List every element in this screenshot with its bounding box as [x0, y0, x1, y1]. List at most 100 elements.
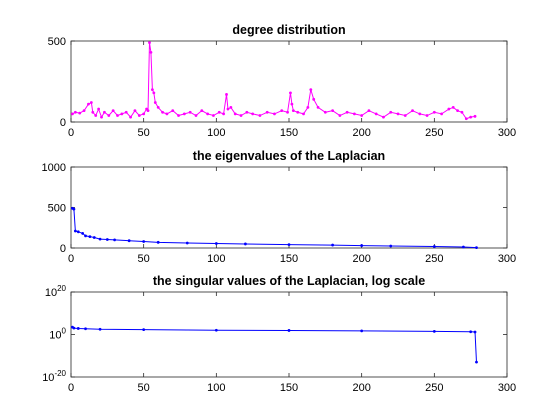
- x-tick-label: 150: [280, 127, 298, 139]
- data-point: [464, 117, 468, 121]
- data-point: [142, 240, 146, 243]
- data-point: [469, 115, 473, 119]
- data-point: [92, 236, 96, 239]
- data-point: [212, 114, 215, 117]
- y-tick-label: 500: [48, 36, 66, 48]
- data-point: [98, 327, 102, 331]
- data-point: [425, 114, 429, 117]
- y-tick-label: 100: [49, 327, 66, 342]
- data-point: [171, 109, 175, 113]
- data-point: [331, 109, 334, 113]
- data-point: [84, 234, 87, 238]
- data-point: [323, 110, 327, 114]
- data-point: [225, 93, 228, 96]
- x-tick-label: 0: [68, 127, 74, 139]
- data-point: [226, 107, 230, 111]
- data-point: [345, 110, 349, 114]
- data-point: [98, 237, 102, 241]
- x-tick-label: 300: [498, 253, 516, 265]
- data-point: [462, 245, 465, 249]
- x-tick-label: 100: [207, 382, 225, 394]
- data-point: [111, 109, 115, 113]
- data-point: [76, 327, 80, 330]
- x-tick-label: 50: [138, 253, 150, 265]
- data-point: [116, 114, 119, 117]
- data-point: [360, 114, 364, 117]
- data-point: [156, 240, 160, 244]
- data-point: [153, 101, 157, 104]
- data-point: [273, 112, 276, 116]
- x-tick-label: 50: [138, 382, 150, 394]
- data-point: [71, 112, 74, 116]
- data-point: [182, 112, 186, 116]
- data-point: [331, 243, 334, 247]
- data-point: [233, 112, 237, 116]
- data-point: [469, 330, 473, 334]
- data-point: [76, 230, 80, 234]
- data-point: [72, 207, 76, 211]
- x-tick-label: 0: [68, 253, 74, 265]
- data-point: [124, 110, 128, 114]
- data-point: [107, 114, 111, 117]
- data-line: [72, 326, 477, 363]
- data-point: [374, 112, 378, 116]
- data-point: [258, 114, 262, 117]
- data-point: [440, 112, 443, 116]
- data-point: [291, 109, 295, 113]
- x-tick-label: 100: [207, 253, 225, 265]
- data-point: [133, 109, 137, 113]
- x-tick-label: 250: [425, 127, 443, 139]
- data-point: [389, 244, 393, 248]
- data-point: [91, 110, 95, 114]
- data-point: [100, 115, 103, 119]
- data-line: [72, 42, 476, 120]
- data-point: [403, 114, 407, 117]
- x-tick-label: 100: [207, 127, 225, 139]
- data-point: [156, 106, 160, 109]
- data-point: [103, 110, 106, 114]
- chart-title: the eigenvalues of the Laplacian: [193, 149, 385, 163]
- data-point: [87, 102, 90, 106]
- data-point: [396, 112, 400, 116]
- x-tick-label: 200: [352, 253, 370, 265]
- x-tick-label: 150: [280, 253, 298, 265]
- data-point: [451, 106, 455, 109]
- data-point: [287, 329, 291, 332]
- x-tick-label: 300: [498, 127, 516, 139]
- data-point: [72, 326, 76, 330]
- data-point: [222, 112, 226, 116]
- x-tick-label: 150: [280, 382, 298, 394]
- data-point: [206, 112, 210, 116]
- data-point: [290, 102, 294, 106]
- data-point: [161, 110, 164, 114]
- data-point: [473, 330, 477, 334]
- data-point: [82, 109, 86, 113]
- data-point: [97, 107, 101, 111]
- x-tick-label: 200: [352, 382, 370, 394]
- x-tick-label: 50: [138, 127, 150, 139]
- data-point: [149, 50, 153, 54]
- y-tick-label: 500: [48, 203, 66, 215]
- data-point: [120, 112, 124, 116]
- data-point: [127, 239, 131, 243]
- y-tick-label: 10-20: [42, 369, 66, 384]
- data-point: [475, 360, 478, 364]
- data-point: [142, 328, 146, 332]
- data-point: [280, 109, 284, 113]
- data-point: [165, 112, 169, 116]
- axes-box: [70, 40, 508, 123]
- data-point: [73, 110, 77, 114]
- data-point: [150, 88, 154, 91]
- data-point: [418, 112, 422, 116]
- data-point: [251, 112, 255, 116]
- data-point: [244, 242, 247, 246]
- data-point: [460, 110, 464, 114]
- data-point: [475, 246, 478, 249]
- data-point: [296, 110, 300, 114]
- data-point: [432, 110, 436, 114]
- data-point: [245, 110, 249, 114]
- data-point: [105, 238, 109, 241]
- data-point: [188, 110, 192, 114]
- data-point: [129, 115, 132, 119]
